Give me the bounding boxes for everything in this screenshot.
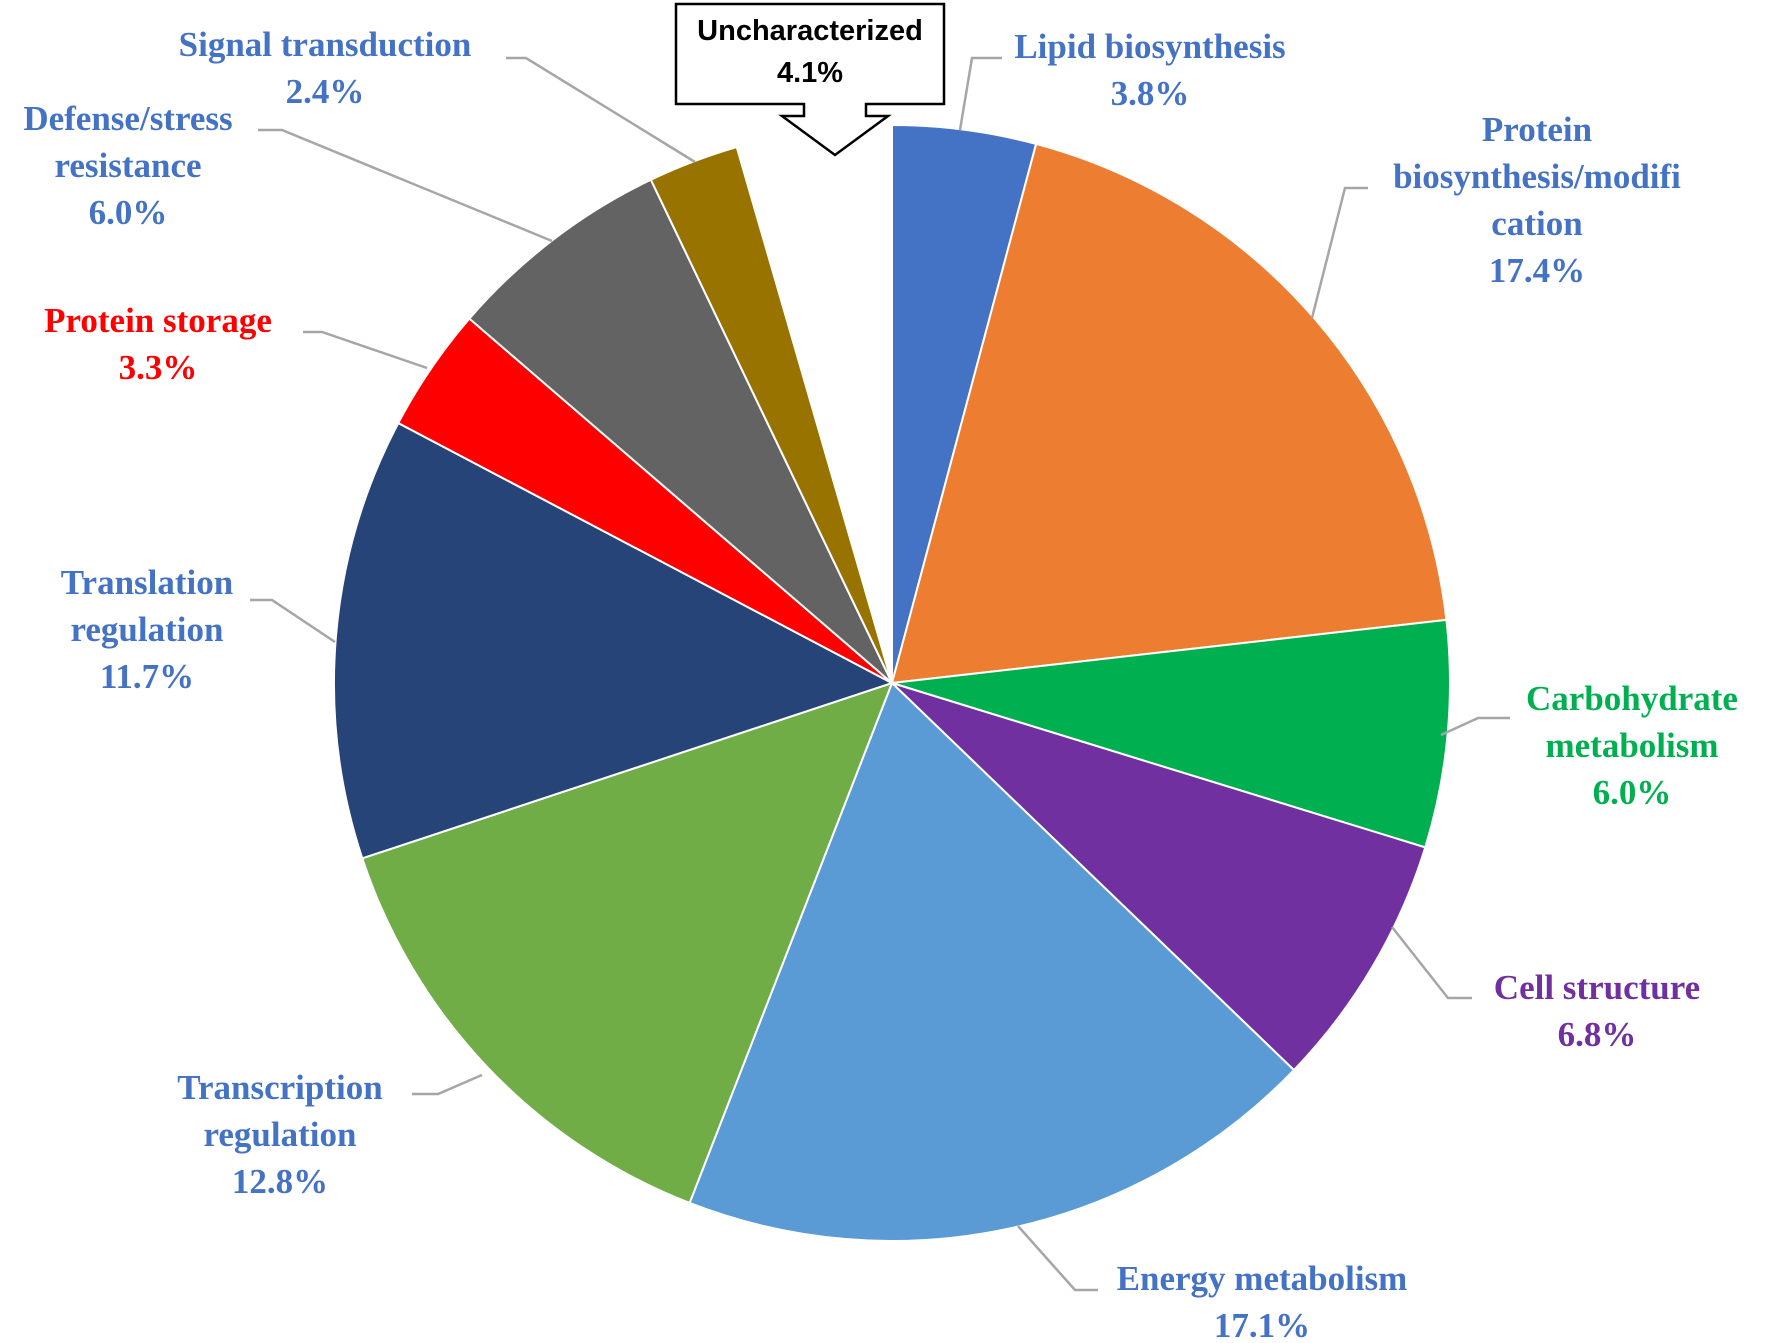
pie-slices: [333, 123, 1451, 1242]
slice-percent-5: 12.8%: [232, 1162, 328, 1201]
slice-percent-0: 3.8%: [1111, 74, 1190, 113]
leader-line-5: [412, 1073, 483, 1096]
slice-label-8: Defense/stress: [23, 99, 232, 138]
leader-line-2: [1440, 716, 1510, 737]
pie-slice-8: [467, 178, 893, 684]
leader-line-4: [1017, 1225, 1098, 1292]
slice-percent-10: 4.1%: [777, 57, 843, 89]
pie-slice-1: [890, 142, 1448, 685]
leader-line-9: [506, 56, 696, 164]
pie-slice-6: [333, 421, 895, 860]
slice-percent-1: 17.4%: [1489, 251, 1585, 290]
leader-lines: [250, 56, 1510, 1292]
leader-line-3: [1391, 926, 1472, 1000]
slice-label-8: resistance: [54, 146, 201, 185]
slice-label-3: Cell structure: [1494, 968, 1700, 1007]
slice-label-2: metabolism: [1545, 726, 1718, 765]
slice-label-10: Uncharacterized: [697, 15, 923, 47]
pie-slice-2: [891, 618, 1451, 849]
leader-line-8: [258, 128, 553, 243]
pie-slice-4: [688, 681, 1296, 1242]
slice-percent-6: 11.7%: [100, 657, 194, 696]
slice-percent-8: 6.0%: [89, 193, 168, 232]
slice-label-7: Protein storage: [44, 301, 272, 340]
slice-label-5: regulation: [204, 1115, 357, 1154]
slice-label-0: Lipid biosynthesis: [1014, 27, 1285, 66]
leader-line-7: [303, 330, 428, 370]
pie-slice-3: [891, 682, 1427, 1072]
slice-percent-7: 3.3%: [119, 348, 198, 387]
slice-percent-3: 6.8%: [1558, 1015, 1637, 1054]
slice-label-1: biosynthesis/modifi: [1393, 157, 1681, 196]
leader-line-6: [250, 598, 336, 644]
slice-label-6: Translation: [61, 563, 233, 602]
slice-label-9: Signal transduction: [179, 25, 472, 64]
slice-label-6: regulation: [71, 610, 224, 649]
pie-slice-5: [361, 681, 894, 1205]
slice-percent-2: 6.0%: [1593, 773, 1672, 812]
callout-box: [674, 2, 946, 157]
slice-label-1: cation: [1491, 204, 1582, 243]
slice-label-5: Transcription: [177, 1068, 382, 1107]
slice-label-4: Energy metabolism: [1117, 1259, 1408, 1298]
slice-label-1: Protein: [1482, 110, 1592, 149]
leader-line-1: [1310, 186, 1368, 319]
leader-line-0: [958, 56, 1002, 131]
slice-label-2: Carbohydrate: [1526, 679, 1738, 718]
slice-labels: Lipid biosynthesis 3.8% Protein biosynthesi…: [23, 2, 1738, 1343]
slice-percent-9: 2.4%: [286, 72, 365, 111]
slice-percent-4: 17.1%: [1214, 1306, 1310, 1343]
